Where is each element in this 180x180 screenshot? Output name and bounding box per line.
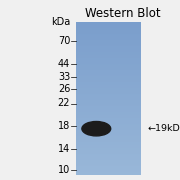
Text: 10: 10 [58,165,70,175]
Text: 44: 44 [58,59,70,69]
Text: ←19kDa: ←19kDa [148,124,180,133]
Text: 22: 22 [58,98,70,109]
Text: 70: 70 [58,35,70,46]
Text: 26: 26 [58,84,70,94]
Text: kDa: kDa [51,17,70,27]
Ellipse shape [82,122,111,136]
Text: 14: 14 [58,143,70,154]
Text: 18: 18 [58,121,70,131]
Text: 33: 33 [58,71,70,82]
Text: Western Blot: Western Blot [85,7,160,20]
